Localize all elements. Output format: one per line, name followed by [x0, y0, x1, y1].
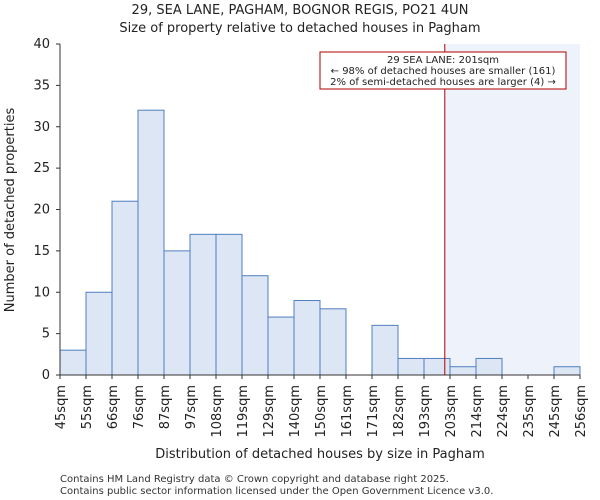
x-tick-label: 256sqm	[574, 385, 589, 438]
footer-copyright: Contains HM Land Registry data © Crown c…	[60, 474, 449, 485]
x-axis-label: Distribution of detached houses by size …	[155, 447, 485, 462]
y-tick-label: 40	[33, 37, 50, 52]
marker-annotation-title: 29 SEA LANE: 201sqm	[387, 55, 499, 66]
x-tick-label: 55sqm	[80, 385, 95, 429]
histogram-bar	[137, 109, 165, 376]
marker-annotation-larger: 2% of semi-detached houses are larger (4…	[330, 77, 556, 88]
x-tick-label: 161sqm	[340, 385, 355, 438]
x-tick-label: 87sqm	[158, 385, 173, 429]
histogram-bar	[553, 366, 581, 376]
x-tick-label: 203sqm	[444, 385, 459, 438]
histogram-bar	[59, 349, 87, 376]
histogram-bar	[293, 300, 321, 376]
histogram-bar	[319, 308, 347, 376]
y-tick-label: 20	[33, 203, 50, 218]
histogram-bar	[475, 357, 503, 376]
x-tick-label: 76sqm	[132, 385, 147, 429]
x-tick-label: 66sqm	[106, 385, 121, 429]
marker-annotation-box	[319, 51, 567, 90]
x-tick-label: 245sqm	[548, 385, 563, 438]
x-tick-label: 214sqm	[470, 385, 485, 438]
x-tick-label: 171sqm	[366, 385, 381, 438]
x-tick-label: 224sqm	[496, 385, 511, 438]
x-tick-label: 108sqm	[210, 385, 225, 438]
chart-subtitle: Size of property relative to detached ho…	[119, 21, 480, 36]
histogram-bar	[449, 366, 477, 376]
y-tick-label: 5	[42, 327, 50, 342]
marker-annotation-smaller: ← 98% of detached houses are smaller (16…	[331, 66, 556, 77]
histogram-bar	[267, 316, 295, 376]
y-tick-label: 25	[33, 161, 50, 176]
footer-licence: Contains public sector information licen…	[60, 486, 493, 497]
histogram-bar	[371, 324, 399, 376]
histogram-bar	[423, 357, 451, 376]
y-tick-label: 15	[33, 244, 50, 259]
x-tick-label: 235sqm	[522, 385, 537, 438]
y-axis-label: Number of detached properties	[3, 108, 18, 313]
x-tick-label: 182sqm	[392, 385, 407, 438]
x-tick-label: 45sqm	[54, 385, 69, 429]
y-tick-label: 10	[33, 285, 50, 300]
x-tick-label: 129sqm	[262, 385, 277, 438]
x-tick-label: 97sqm	[184, 385, 199, 429]
histogram-bar	[215, 233, 243, 376]
x-tick-label: 193sqm	[418, 385, 433, 438]
x-tick-label: 119sqm	[236, 385, 251, 438]
y-tick-label: 30	[33, 120, 50, 135]
y-tick-label: 0	[42, 368, 50, 383]
chart-title: 29, SEA LANE, PAGHAM, BOGNOR REGIS, PO21…	[132, 3, 469, 18]
larger-region-highlight	[444, 44, 580, 375]
histogram-bar	[189, 233, 217, 376]
histogram-bar	[397, 357, 425, 376]
y-tick-label: 35	[33, 78, 50, 93]
histogram-bar	[241, 275, 269, 376]
histogram-bar	[163, 250, 191, 376]
histogram-bar	[85, 291, 113, 376]
x-tick-label: 140sqm	[288, 385, 303, 438]
x-tick-label: 150sqm	[314, 385, 329, 438]
histogram-bar	[111, 200, 139, 376]
